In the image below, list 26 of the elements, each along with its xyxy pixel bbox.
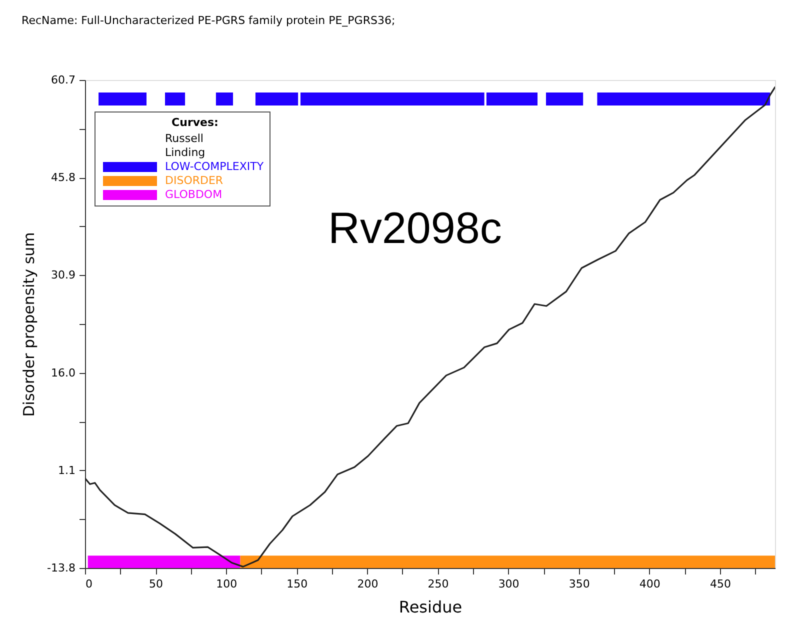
legend-label: GLOBDOM (165, 188, 222, 201)
y-tick-label: 16.0 (51, 366, 76, 380)
x-tick-label: 50 (149, 578, 164, 590)
annotation: Russell (165, 132, 204, 145)
legend-title: Curves: (172, 116, 218, 129)
x-tick-label: 400 (639, 578, 660, 590)
y-tick-label: 1.1 (58, 464, 76, 477)
y-tick-label: 45.8 (51, 171, 76, 184)
x-tick-label: 200 (357, 578, 378, 590)
chart-title: RecName: Full-Uncharacterized PE-PGRS family protein PE_PGRS36; (22, 14, 396, 27)
x-axis-title: Residue (398, 598, 462, 616)
x-tick-label: 450 (710, 578, 731, 590)
y-tick-label: 30.9 (51, 268, 76, 282)
x-tick-label: 100 (216, 578, 238, 590)
legend-label: DISORDER (165, 174, 224, 187)
annotation: Linding (165, 146, 206, 159)
x-tick-label: 150 (286, 578, 308, 590)
legend-label: LOW-COMPLEXITY (165, 160, 264, 173)
y-axis-title: Disorder propensity sum (20, 232, 38, 417)
x-tick-label: 0 (86, 578, 92, 590)
x-tick-label: 300 (498, 578, 520, 590)
x-tick-label: 250 (428, 578, 449, 590)
y-tick-label: -13.8 (47, 562, 76, 574)
y-tick-label: 60.7 (51, 74, 76, 86)
x-tick-label: 350 (568, 578, 590, 590)
annotation: Rv2098c (328, 204, 502, 253)
